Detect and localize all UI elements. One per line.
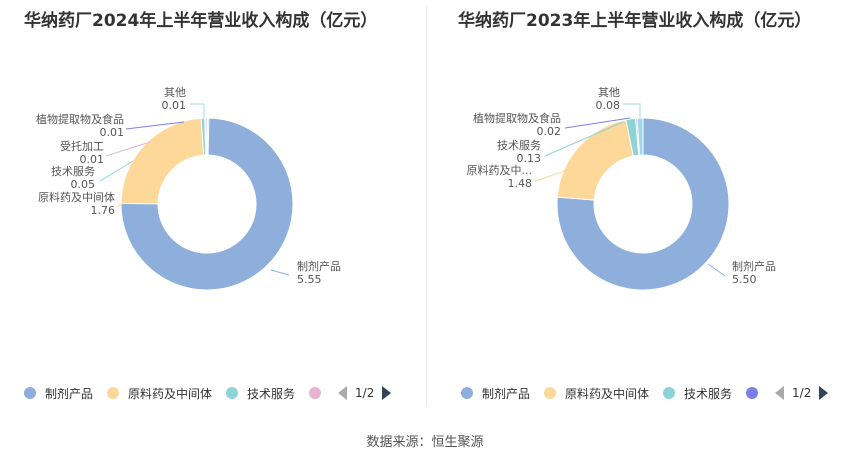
- legend-marker: [461, 387, 473, 399]
- leader-line: [564, 117, 631, 129]
- legend-marker: [544, 387, 557, 399]
- donut-slices: [120, 117, 294, 291]
- prev-page-icon[interactable]: [338, 386, 348, 400]
- slice-label-value: 0.02: [537, 125, 562, 138]
- slice-label-name: 制剂产品: [297, 259, 341, 273]
- legend-marker: [746, 387, 759, 399]
- legend-marker: [663, 387, 676, 399]
- donut-slices: [556, 117, 730, 291]
- leader-line: [707, 263, 726, 277]
- donut-chart-2024: 制剂产品5.55原料药及中间体1.76技术服务0.05受托加工0.01植物提取物…: [36, 86, 341, 291]
- legend-label: 制剂产品: [482, 386, 531, 401]
- page-indicator: 1/2: [355, 386, 375, 400]
- leader-line: [190, 103, 205, 118]
- legend-label: 技术服务: [247, 386, 296, 401]
- leader-line: [125, 121, 185, 130]
- legend-item[interactable]: 技术服务: [226, 385, 295, 402]
- panel-divider: [426, 6, 427, 406]
- slice-label-name: 技术服务: [51, 165, 95, 178]
- donut-slice[interactable]: [556, 119, 634, 201]
- slice-label-name: 技术服务: [497, 139, 541, 152]
- legend-label: 原料药及中间体: [128, 386, 213, 401]
- chart-panel-2023: 华纳药厂2023年上半年营业收入构成（亿元） 制剂产品 5.50 原料药及中... 1…: [425, 0, 850, 415]
- slice-label-value: 5.50: [732, 273, 757, 286]
- leader-line: [534, 169, 569, 182]
- donut-slice[interactable]: [636, 117, 644, 156]
- legend-marker: [107, 387, 120, 399]
- prev-page-icon[interactable]: [775, 386, 785, 400]
- data-source: 数据来源：恒生聚源: [366, 435, 484, 450]
- next-page-icon[interactable]: [819, 386, 829, 400]
- legend-item[interactable]: 制剂产品: [461, 385, 530, 402]
- slice-label-value: 0.08: [596, 99, 621, 112]
- slice-label-value: 0.01: [162, 99, 187, 112]
- legend-item[interactable]: 原料药及中间体: [107, 385, 212, 402]
- leader-line: [105, 141, 151, 157]
- leader-line: [270, 269, 290, 276]
- slice-label-value: 1.48: [508, 177, 533, 190]
- slice-label-name: 原料药及中...: [467, 163, 533, 177]
- donut-slice[interactable]: [120, 117, 205, 205]
- legend-item[interactable]: [746, 387, 767, 399]
- legend-pager: 1/2: [775, 386, 829, 400]
- legend-marker: [226, 387, 239, 399]
- slice-label-name: 原料药及中间体: [38, 190, 115, 204]
- slice-label-name: 植物提取物及食品: [473, 111, 561, 125]
- slice-label-name: 制剂产品: [732, 259, 776, 273]
- chart-legend: 制剂产品 原料药及中间体 技术服务 1/2: [24, 383, 392, 403]
- next-page-icon[interactable]: [382, 386, 392, 400]
- slice-label-name: 其他: [598, 86, 620, 99]
- slice-label-value: 0.05: [71, 178, 96, 191]
- slice-labels: 制剂产品5.55原料药及中间体1.76技术服务0.05受托加工0.01植物提取物…: [36, 86, 341, 286]
- page-indicator: 1/2: [792, 386, 812, 400]
- donut-slice[interactable]: [120, 117, 294, 291]
- slice-label-name: 受托加工: [60, 139, 104, 153]
- chart-title: 华纳药厂2024年上半年营业收入构成（亿元）: [24, 11, 378, 31]
- legend-item[interactable]: 制剂产品: [24, 385, 93, 402]
- legend-pager: 1/2: [338, 386, 392, 400]
- leader-line: [623, 103, 641, 118]
- legend-label: 制剂产品: [45, 386, 94, 401]
- chart-title: 华纳药厂2023年上半年营业收入构成（亿元）: [458, 11, 812, 31]
- legend-item[interactable]: 技术服务: [663, 385, 732, 402]
- legend-label: 原料药及中间体: [565, 386, 650, 401]
- legend-item[interactable]: 原料药及中间体: [544, 385, 649, 402]
- slice-label-value: 5.55: [297, 273, 322, 286]
- legend-marker: [309, 387, 322, 399]
- donut-slice[interactable]: [206, 117, 210, 156]
- legend-label: 技术服务: [684, 386, 733, 401]
- slice-label-name: 其他: [164, 86, 186, 99]
- leader-line: [117, 202, 125, 207]
- slice-label-value: 0.01: [80, 153, 105, 166]
- legend-marker: [24, 387, 36, 399]
- donut-slice[interactable]: [556, 117, 730, 291]
- slice-label-name: 植物提取物及食品: [36, 112, 124, 126]
- leader-line: [544, 121, 624, 157]
- slice-label-value: 0.01: [100, 126, 125, 139]
- leader-line: [99, 160, 134, 182]
- slice-label-value: 0.13: [517, 152, 542, 165]
- legend-item[interactable]: [309, 387, 330, 399]
- chart-legend: 制剂产品 原料药及中间体 技术服务 1/2: [461, 383, 829, 403]
- slice-label-value: 1.76: [91, 204, 116, 217]
- chart-panel-2024: 华纳药厂2024年上半年营业收入构成（亿元） 制剂产品 5.55 原料药及中间体 1.…: [0, 0, 425, 415]
